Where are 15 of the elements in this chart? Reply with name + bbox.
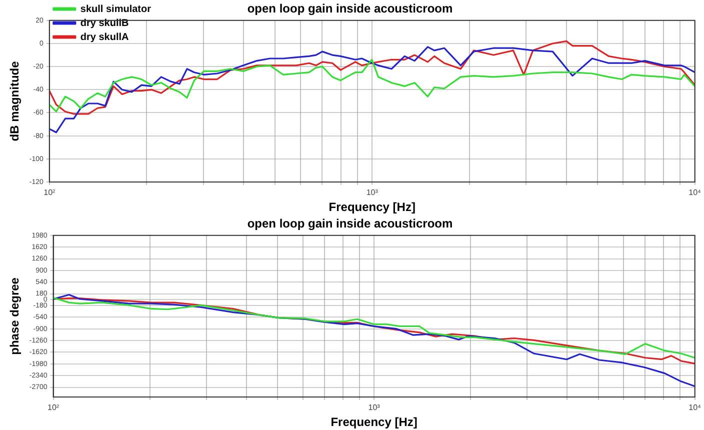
y-axis-title: phase degree <box>8 277 22 355</box>
y-axis-title: dB magnitude <box>8 60 22 142</box>
chart-title: open loop gain inside acousticroom <box>247 216 453 231</box>
legend-label: skull simulator <box>80 4 152 15</box>
x-tick-label: 10⁴ <box>688 403 702 412</box>
x-axis-title: Frequency [Hz] <box>330 415 418 430</box>
x-tick-label: 10² <box>44 188 56 198</box>
x-tick-label: 10³ <box>366 188 378 198</box>
x-axis-title: Frequency [Hz] <box>328 200 416 214</box>
x-tick-label: 10³ <box>368 403 380 412</box>
legend-label: dry skullB <box>80 18 129 29</box>
legend-label: dry skullA <box>80 32 129 43</box>
x-tick-label: 10⁴ <box>688 188 702 198</box>
chart-title: open loop gain inside acousticroom <box>247 2 453 16</box>
x-tick-label: 10² <box>48 403 60 412</box>
